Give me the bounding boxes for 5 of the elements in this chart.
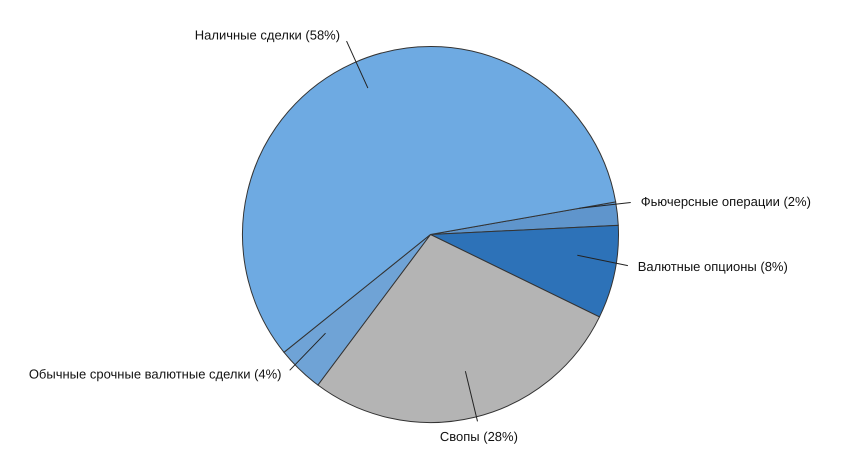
slice-label: Валютные опционы (8%) [638,258,788,274]
slice-label: Наличные сделки (58%) [194,28,340,43]
slice-label: Фьючерсные операции (2%) [640,194,811,209]
slice-label: Обычные срочные валютные сделки (4%) [28,366,282,382]
slice-label: Свопы (28%) [440,429,518,444]
